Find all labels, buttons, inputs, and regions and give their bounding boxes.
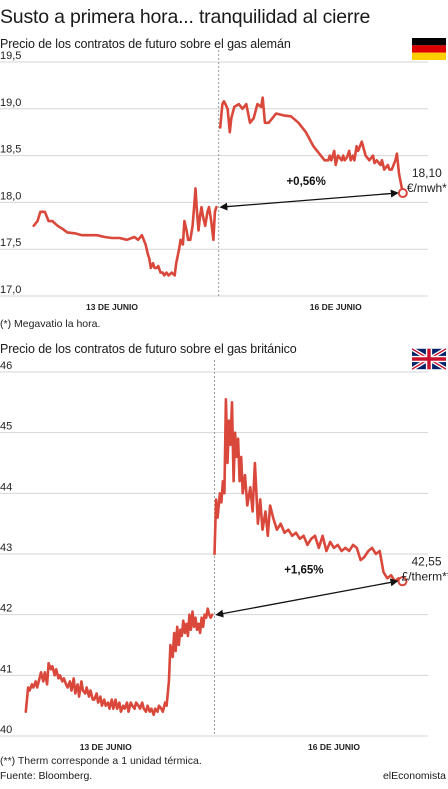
brand-logo: elEconomista — [382, 770, 446, 782]
y-tick-label: 40 — [0, 724, 12, 736]
uk-flag-icon — [412, 348, 446, 370]
chart2-plot: 40 41 42 43 44 45 46 13 DE JUNIO 16 DE JUNIO +1,6… — [0, 360, 448, 752]
y-tick-label: 18,0 — [0, 190, 21, 202]
change-arrow — [219, 189, 399, 211]
change-label: +0,56% — [286, 176, 325, 188]
x-tick-label: 13 DE JUNIO — [80, 742, 132, 752]
y-tick-label: 45 — [0, 421, 12, 433]
chart1-plot: 17,0 17,5 18,0 18,5 19,0 19,5 13 DE JUNIO 16 DE… — [0, 50, 447, 312]
y-tick-label: 17,5 — [0, 237, 21, 249]
end-value-label: 18,10 — [412, 166, 442, 180]
series-line-2 — [213, 397, 404, 583]
y-tick-label: 46 — [0, 360, 12, 372]
x-tick-label: 16 DE JUNIO — [308, 742, 360, 752]
change-label: +1,65% — [284, 564, 323, 576]
y-tick-label: 17,0 — [0, 284, 21, 296]
series-line-1 — [32, 187, 218, 277]
end-point-marker — [397, 576, 408, 587]
y-tick-label: 42 — [0, 603, 12, 615]
page-title: Susto a primera hora... tranquilidad al … — [0, 6, 371, 28]
chart1-footnote: (*) Megavatio la hora. — [0, 318, 101, 330]
chart2-title: Precio de los contratos de futuro sobre … — [0, 342, 297, 356]
chart1-title: Precio de los contratos de futuro sobre … — [0, 37, 291, 51]
y-tick-label: 44 — [0, 481, 12, 493]
chart2-footnote: (**) Therm corresponde a 1 unidad térmic… — [0, 755, 202, 767]
source-note: Fuente: Bloomberg. — [0, 770, 93, 782]
end-value-label: 42,55 — [411, 554, 441, 568]
germany-flag-icon — [412, 38, 446, 60]
series-line-2 — [218, 96, 405, 195]
y-tick-label: 19,5 — [0, 50, 21, 62]
end-unit-label: £/therm** — [401, 569, 448, 583]
series-line-1 — [24, 607, 214, 717]
y-tick-label: 18,5 — [0, 144, 21, 156]
x-tick-label: 16 DE JUNIO — [310, 302, 362, 312]
x-tick-label: 13 DE JUNIO — [86, 302, 138, 312]
change-arrow — [215, 578, 399, 618]
y-tick-label: 43 — [0, 542, 12, 554]
y-tick-label: 19,0 — [0, 97, 21, 109]
end-unit-label: €/mwh* — [407, 181, 447, 195]
y-tick-label: 41 — [0, 663, 12, 675]
end-point-marker — [397, 188, 408, 199]
